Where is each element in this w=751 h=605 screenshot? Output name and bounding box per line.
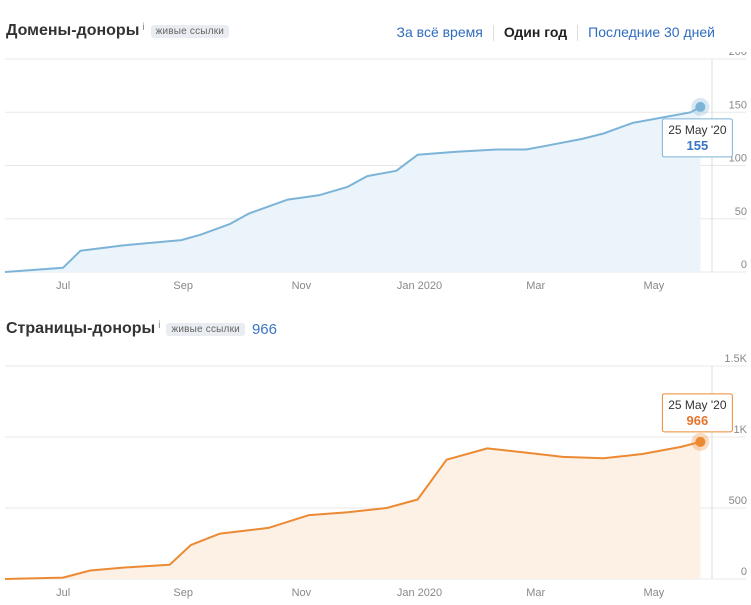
domains-title: Домены-доноры [6, 22, 140, 39]
x-tick-label: Nov [292, 587, 312, 599]
tooltip-box [661, 118, 733, 158]
info-icon[interactable]: i [142, 21, 145, 33]
pages-title: Страницы-доноры [6, 320, 156, 337]
y-tick-label: 500 [729, 495, 747, 507]
x-tick-label: Nov [292, 280, 312, 292]
tooltip-date: 25 May '20 [668, 398, 727, 412]
time-range-tabs: За всё время Один год Последние 30 дней [387, 24, 725, 41]
x-tick-label: Sep [173, 280, 193, 292]
domains-chart[interactable]: 0 50 100 150 200 Jul Sep Nov Jan 2020 Mar May 25 Ma… [0, 52, 751, 302]
y-tick-label: 0 [741, 259, 747, 271]
endpoint-marker [695, 436, 706, 447]
x-tick-label: Sep [173, 587, 193, 599]
series-line [4, 440, 701, 580]
y-tick-label: 150 [729, 99, 747, 111]
pages-count: 966 [251, 320, 277, 338]
tab-one-year[interactable]: Один год [503, 24, 568, 40]
info-icon[interactable]: i [158, 319, 161, 331]
live-links-badge: живые ссылки [150, 24, 230, 38]
y-tick-label: 1.5K [724, 353, 747, 365]
x-tick-label: Jul [56, 587, 70, 599]
tooltip-date: 25 May '20 [668, 123, 727, 137]
pages-panel-title: Страницы-доноры i живые ссылки 966 [6, 320, 277, 338]
y-tick-label: 0 [741, 566, 747, 578]
series-area [5, 441, 701, 579]
series-line [4, 106, 701, 273]
pages-chart[interactable]: 0 500 1K 1.5K Jul Sep Nov Jan 2020 Mar May 25 May … [0, 350, 751, 605]
tooltip-value: 155 [687, 138, 709, 153]
series-area [5, 106, 701, 273]
y-tick-label: 50 [735, 206, 747, 218]
tab-divider [492, 25, 494, 41]
endpoint-marker [695, 101, 706, 112]
tooltip-box [661, 393, 733, 433]
y-tick-label: 100 [729, 153, 747, 165]
live-links-badge: живые ссылки [166, 322, 245, 336]
x-tick-label: Jan 2020 [397, 587, 442, 599]
x-tick-label: May [643, 280, 664, 292]
x-tick-label: Mar [526, 280, 545, 292]
x-tick-label: Mar [526, 587, 545, 599]
x-tick-label: Jan 2020 [397, 280, 442, 292]
x-tick-label: Jul [56, 280, 70, 292]
tab-divider [577, 25, 579, 41]
x-tick-label: May [643, 587, 664, 599]
tooltip-value: 966 [687, 413, 709, 428]
tab-all-time[interactable]: За всё время [396, 24, 483, 40]
tab-last-30-days[interactable]: Последние 30 дней [588, 24, 715, 40]
y-tick-label: 200 [729, 52, 747, 58]
domains-panel-title: Домены-доноры i живые ссылки [6, 21, 230, 40]
y-tick-label: 1K [734, 424, 748, 436]
